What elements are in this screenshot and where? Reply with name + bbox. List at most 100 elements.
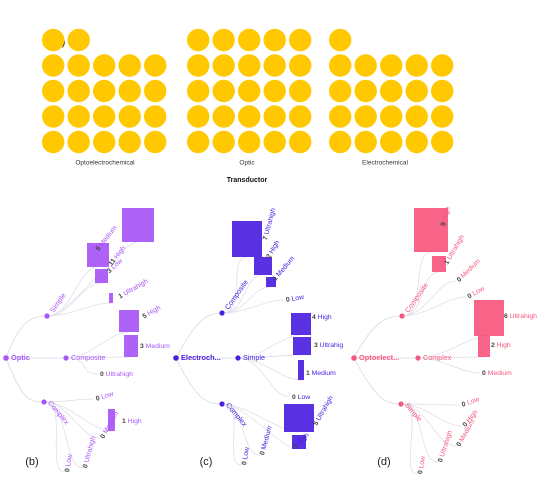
- leaf-count: 6: [504, 313, 508, 320]
- leaf-level: Medium: [260, 425, 273, 450]
- leaf-level: Low: [298, 394, 311, 401]
- unit-dot: [67, 79, 90, 103]
- leaf-text: 2 High: [265, 239, 281, 260]
- leaf-label: 1 High: [122, 418, 142, 425]
- leaf-link: [221, 403, 261, 456]
- unit-dot: [431, 79, 454, 103]
- branch-node: [235, 355, 241, 361]
- leaf-count: 0: [95, 395, 101, 403]
- leaf-level: Low: [466, 396, 480, 407]
- branch-link: [175, 357, 223, 405]
- leaf-label: 0 Medium: [456, 257, 482, 283]
- leaf-count: 5: [312, 420, 320, 427]
- count-bar: [232, 221, 262, 257]
- root-node: [351, 355, 357, 361]
- leaf-count: 0: [292, 394, 296, 401]
- leaf-text: 0 Low: [466, 285, 485, 300]
- leaf-text: 0 Medium: [456, 257, 482, 283]
- leaf-link: [401, 280, 457, 317]
- leaf-label: 2 High: [265, 239, 281, 260]
- leaf-text: 5 Ultrahigh: [312, 395, 335, 427]
- leaf-level: Ultrahigh: [446, 234, 466, 261]
- unit-dot: [405, 79, 428, 103]
- leaf-link: [221, 403, 243, 466]
- unit-dot: [187, 28, 210, 52]
- branch-link: [5, 357, 45, 403]
- unit-dot: [405, 54, 428, 77]
- dot-group-electrochemical: [329, 28, 454, 154]
- leaf-text: 0 Low: [461, 396, 481, 409]
- leaf-count: 0: [461, 401, 467, 409]
- unit-dot: [289, 105, 312, 128]
- unit-dot: [118, 54, 141, 77]
- leaf-link: [400, 403, 439, 463]
- branch-node: [63, 355, 69, 361]
- leaf-count: 0: [437, 457, 445, 463]
- unit-dot: [42, 130, 65, 154]
- leaf-level: Ultrahigh: [510, 313, 537, 320]
- leaf-text: 0 Low: [292, 394, 310, 401]
- leaf-count: 1: [117, 292, 124, 300]
- unit-dot: [289, 79, 312, 103]
- leaf-link: [237, 354, 303, 359]
- leaf-count: 1: [122, 418, 126, 425]
- unit-dot: [431, 130, 454, 154]
- leaf-text: 7 Ultrahigh: [262, 207, 277, 241]
- unit-dot: [42, 28, 65, 52]
- unit-dot: [212, 130, 235, 154]
- leaf-level: Medium: [460, 257, 482, 279]
- leaf-label: 5 High: [141, 304, 162, 320]
- leaf-label: 0 Low: [95, 390, 115, 402]
- unit-dot: [329, 130, 352, 154]
- root-label: Optoelect...: [359, 353, 399, 362]
- leaf-level: Ultrahigh: [122, 278, 149, 298]
- leaf-text: 0 Low: [417, 455, 427, 474]
- leaf-level: Ultrahigh: [83, 435, 97, 463]
- unit-dot: [329, 28, 352, 52]
- panel-letter: (c): [200, 456, 213, 468]
- leaf-label: 0 Low: [64, 453, 74, 472]
- unit-dot: [118, 130, 141, 154]
- leaf-level: Low: [65, 453, 74, 467]
- branch-label: Complex: [46, 399, 71, 427]
- unit-dot: [212, 28, 235, 52]
- leaf-link: [65, 356, 132, 359]
- leaf-level: High: [146, 304, 162, 317]
- unit-dot: [144, 130, 167, 154]
- leaf-link: [400, 403, 461, 406]
- leaf-count: 0: [455, 441, 463, 448]
- unit-dot: [42, 105, 65, 128]
- leaf-text: 1 Ultrahigh: [117, 278, 149, 301]
- count-bar: [108, 409, 115, 431]
- leaf-level: Medium: [458, 418, 476, 443]
- panel-a: (a)OptoelectrochemicalOpticElectrochemic…: [42, 28, 454, 184]
- unit-dot: [42, 54, 65, 77]
- leaf-label: 4 High: [312, 314, 332, 321]
- leaf-count: 3: [292, 443, 300, 451]
- unit-dot: [212, 79, 235, 103]
- leaf-text: 2 High: [491, 342, 511, 349]
- leaf-level: Ultrahigh: [106, 371, 133, 378]
- leaf-text: 3 Medium: [140, 343, 170, 350]
- leaf-level: Low: [242, 446, 251, 460]
- unit-dot: [93, 105, 116, 128]
- leaf-count: 0: [241, 461, 249, 466]
- root-node: [3, 355, 9, 361]
- leaf-text: 1 High: [122, 418, 142, 425]
- count-bar: [266, 277, 276, 287]
- count-bar: [122, 208, 154, 242]
- unit-dot: [289, 28, 312, 52]
- branch-label: Composite: [71, 353, 105, 362]
- leaf-link: [400, 403, 419, 475]
- leaf-level: High: [497, 342, 511, 349]
- leaf-count: 7: [262, 235, 270, 241]
- leaf-count: 1: [272, 275, 280, 283]
- leaf-level: Ultrahigh: [439, 430, 454, 458]
- unit-dot: [42, 79, 65, 103]
- branch-node: [398, 401, 404, 407]
- count-bar: [284, 404, 314, 432]
- unit-dot: [67, 130, 90, 154]
- leaf-link: [417, 357, 481, 374]
